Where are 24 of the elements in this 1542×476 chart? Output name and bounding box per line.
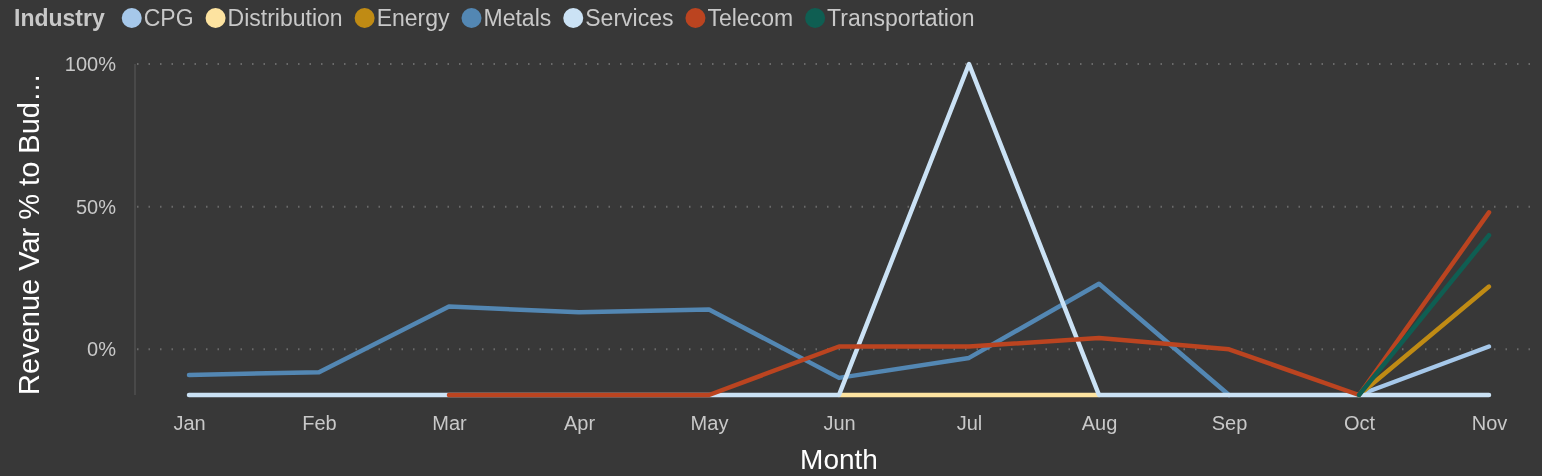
x-axis-title: Month (800, 444, 878, 475)
y-axis-title: Revenue Var % to Bud… (13, 73, 45, 395)
x-tick-label: Sep (1211, 412, 1248, 435)
y-tick-label: 0% (87, 338, 117, 361)
legend-label: Services (585, 5, 674, 32)
legend-label: CPG (143, 5, 194, 32)
x-tick-label: Jul (956, 412, 983, 435)
x-tick-label: Aug (1081, 412, 1118, 435)
legend-label: Transportation (827, 5, 975, 32)
legend-title: Industry (14, 5, 105, 32)
y-tick-label: 100% (64, 52, 117, 75)
legend-label: Telecom (707, 5, 794, 32)
x-tick-label: Oct (1343, 412, 1376, 435)
x-tick-label: Nov (1471, 412, 1508, 435)
x-tick-label: May (690, 412, 729, 435)
legend-label: Distribution (227, 5, 343, 32)
y-tick-label: 50% (75, 195, 117, 218)
legend-label: Metals (483, 5, 552, 32)
x-tick-label: Feb (302, 412, 337, 435)
x-tick-label: Mar (432, 412, 468, 435)
legend-label: Energy (376, 5, 450, 32)
x-tick-label: Jan (173, 412, 206, 435)
x-tick-label: Apr (563, 412, 596, 435)
x-tick-label: Jun (823, 412, 856, 435)
